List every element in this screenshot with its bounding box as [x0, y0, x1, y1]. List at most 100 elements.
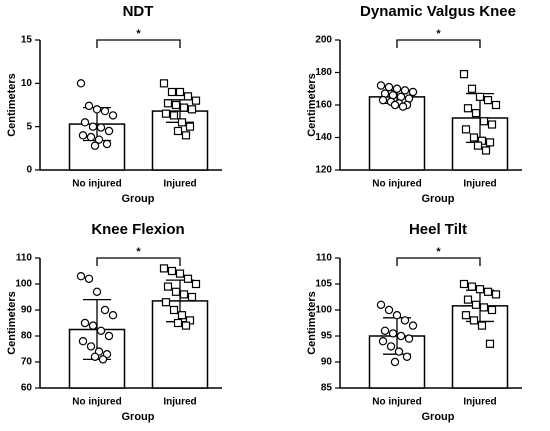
data-point	[78, 131, 88, 140]
data-point	[487, 120, 497, 129]
data-point	[471, 109, 481, 118]
y-tick-label: 100	[315, 305, 332, 316]
chart-title: Knee Flexion	[91, 221, 184, 238]
significance-label: *	[136, 246, 141, 258]
y-tick-label: 120	[315, 165, 332, 176]
data-point	[80, 118, 90, 127]
data-point	[483, 96, 493, 105]
x-axis-label: Group	[422, 193, 455, 205]
data-point	[88, 122, 98, 131]
data-point	[479, 303, 489, 312]
data-point	[183, 274, 193, 283]
data-point	[376, 81, 386, 90]
data-point	[384, 305, 394, 315]
data-point	[76, 79, 86, 88]
data-point	[90, 141, 100, 150]
y-axis-label: Centimeters	[306, 73, 318, 137]
data-point	[92, 287, 102, 297]
significance-bracket	[396, 39, 481, 48]
chart-title: NDT	[123, 3, 154, 20]
significance-bracket	[96, 39, 181, 48]
data-point	[88, 321, 98, 330]
y-tick-label: 100	[15, 279, 32, 290]
data-point	[173, 318, 183, 328]
data-point	[380, 326, 390, 336]
y-tick-label: 80	[21, 331, 33, 342]
data-point	[191, 279, 201, 289]
y-tick-label: 5	[26, 121, 32, 132]
x-axis-label: Group	[422, 411, 455, 423]
data-point	[171, 287, 181, 296]
chart-title: Heel Tilt	[409, 221, 467, 238]
y-axis-label: Centimeters	[6, 291, 18, 355]
data-point	[463, 295, 473, 304]
y-axis-label: Centimeters	[6, 73, 18, 137]
x-tick-label: No injured	[372, 397, 421, 408]
data-point	[461, 125, 471, 134]
data-point	[167, 266, 177, 276]
data-point	[469, 133, 479, 142]
x-tick-label: Injured	[463, 397, 496, 408]
data-point	[475, 92, 485, 101]
data-point	[173, 126, 183, 136]
data-point	[400, 316, 410, 325]
data-point	[378, 95, 388, 105]
panel: Heel Tilt Centimeters Group 85 90 95 100 105 110…	[306, 221, 522, 423]
y-tick-label: 140	[315, 132, 332, 143]
y-tick-label: 70	[21, 357, 33, 368]
data-point	[461, 311, 471, 320]
y-tick-label: 200	[315, 35, 332, 46]
data-point	[386, 342, 396, 351]
data-point	[376, 300, 386, 310]
data-point	[187, 105, 197, 114]
data-point	[467, 84, 477, 93]
significance-label: *	[436, 246, 441, 258]
data-point	[477, 321, 487, 330]
y-tick-label: 160	[315, 100, 332, 111]
data-point	[463, 104, 473, 113]
data-point	[485, 339, 495, 348]
data-point	[384, 82, 394, 92]
data-point	[161, 298, 171, 307]
data-point	[108, 310, 118, 320]
data-point	[394, 347, 404, 356]
data-point	[175, 269, 185, 278]
data-point	[479, 117, 489, 126]
data-point	[94, 135, 104, 144]
data-point	[491, 290, 501, 299]
panel: NDT Centimeters Group 0 5 10 15 No injured Injur…	[6, 3, 222, 205]
data-point	[163, 99, 173, 108]
data-point	[177, 118, 187, 127]
data-point	[161, 109, 171, 118]
y-tick-label: 10	[21, 78, 33, 89]
data-point	[181, 321, 191, 330]
x-tick-label: Injured	[163, 397, 196, 408]
y-tick-label: 85	[321, 383, 333, 394]
y-tick-label: 110	[316, 253, 333, 264]
x-tick-label: No injured	[372, 179, 421, 190]
data-point	[408, 321, 418, 330]
data-point	[396, 331, 406, 341]
data-point	[96, 123, 106, 132]
data-point	[378, 336, 388, 346]
data-point	[86, 342, 96, 351]
data-point	[398, 102, 408, 111]
data-point	[187, 292, 197, 302]
data-point	[96, 326, 106, 336]
y-axis-label: Centimeters	[306, 291, 318, 355]
x-tick-label: No injured	[72, 397, 121, 408]
data-point	[191, 96, 201, 105]
panel: Dynamic Valgus Knee Centimeters Group 120 14…	[306, 3, 522, 205]
x-tick-label: No injured	[72, 179, 121, 190]
data-point	[80, 318, 90, 328]
data-point	[481, 146, 491, 155]
data-point	[392, 310, 402, 320]
data-point	[469, 316, 479, 325]
x-axis-label: Group	[122, 411, 155, 423]
significance-bracket	[396, 257, 481, 266]
data-point	[102, 139, 112, 149]
data-point	[181, 131, 191, 140]
significance-label: *	[436, 28, 441, 40]
significance-label: *	[136, 28, 141, 40]
chart-title: Dynamic Valgus Knee	[360, 3, 516, 20]
